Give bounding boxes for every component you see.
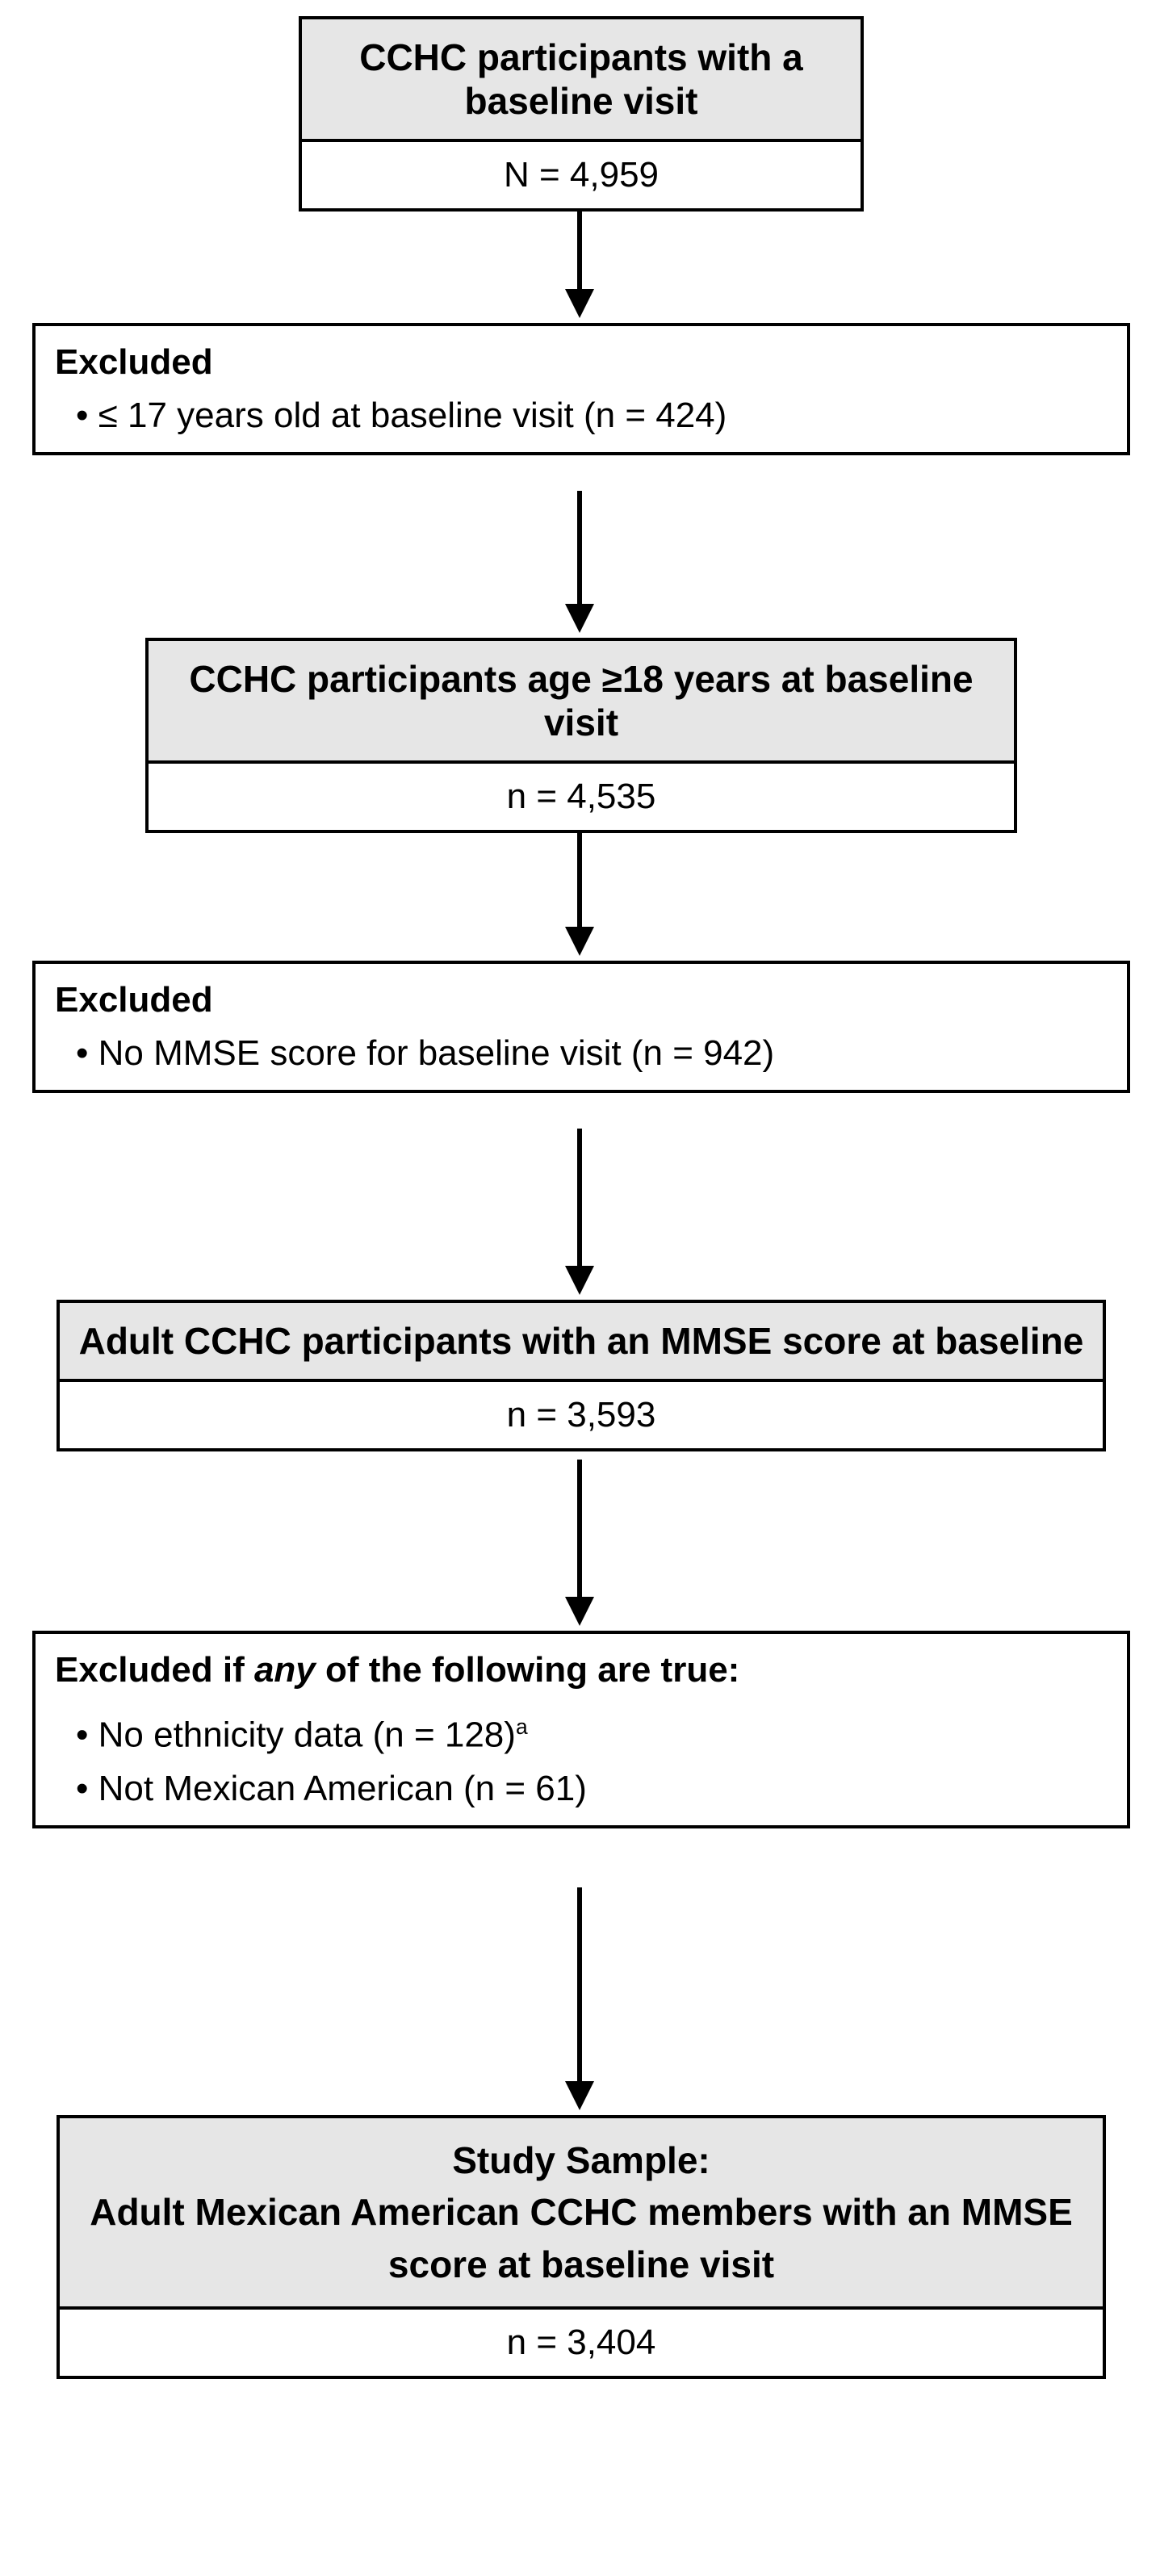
- flowchart-canvas: CCHC participants with a baseline visitN…: [0, 0, 1160, 2576]
- flow-node-n7: Study Sample:Adult Mexican American CCHC…: [57, 2115, 1106, 2379]
- exclude-header: Excluded: [36, 326, 1127, 392]
- node-value: n = 3,404: [60, 2306, 1103, 2376]
- flow-node-n1: CCHC participants with a baseline visitN…: [299, 16, 864, 212]
- node-title: Study Sample:Adult Mexican American CCHC…: [60, 2118, 1103, 2306]
- exclude-item: • Not Mexican American (n = 61): [36, 1766, 1127, 1825]
- flow-node-n4: Excluded• No MMSE score for baseline vis…: [32, 961, 1130, 1093]
- flow-node-n5: Adult CCHC participants with an MMSE sco…: [57, 1300, 1106, 1451]
- flow-node-n2: Excluded• ≤ 17 years old at baseline vis…: [32, 323, 1130, 455]
- node-title: CCHC participants with a baseline visit: [302, 19, 861, 139]
- node-title: CCHC participants age ≥18 years at basel…: [149, 641, 1014, 760]
- exclude-item: • No MMSE score for baseline visit (n = …: [36, 1030, 1127, 1090]
- flow-node-n6: Excluded if any of the following are tru…: [32, 1631, 1130, 1828]
- exclude-item: • No ethnicity data (n = 128)a: [36, 1700, 1127, 1766]
- node-title: Adult CCHC participants with an MMSE sco…: [60, 1303, 1103, 1379]
- flow-node-n3: CCHC participants age ≥18 years at basel…: [145, 638, 1017, 833]
- node-value: n = 4,535: [149, 760, 1014, 830]
- node-title-line1: Study Sample:: [68, 2134, 1095, 2186]
- node-value: n = 3,593: [60, 1379, 1103, 1448]
- exclude-header: Excluded: [36, 964, 1127, 1030]
- exclude-item: • ≤ 17 years old at baseline visit (n = …: [36, 392, 1127, 452]
- node-title-line2: Adult Mexican American CCHC members with…: [68, 2186, 1095, 2290]
- node-value: N = 4,959: [302, 139, 861, 208]
- exclude-header: Excluded if any of the following are tru…: [36, 1634, 1127, 1700]
